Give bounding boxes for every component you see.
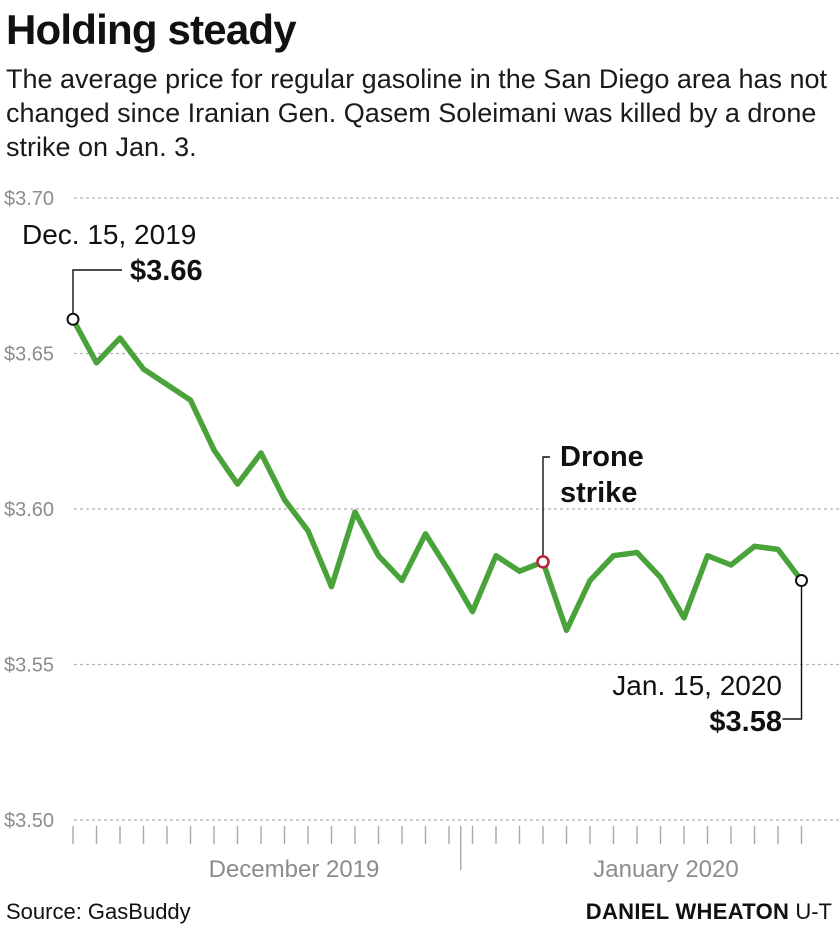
- price-line: [70, 316, 805, 634]
- annotation-start-date: Dec. 15, 2019: [22, 219, 196, 250]
- annotation-drone-line2: strike: [560, 477, 637, 509]
- annotation-start-value: $3.66: [130, 255, 203, 287]
- chart-subtitle: The average price for regular gasoline i…: [6, 64, 828, 162]
- source-note: Source: GasBuddy: [6, 899, 191, 924]
- leader-start: [72, 269, 122, 320]
- gridlines: [74, 197, 840, 821]
- outlet-name: U-T: [795, 899, 832, 924]
- byline: DANIEL WHEATON U-T: [586, 899, 832, 925]
- annotation-drone-line1: Drone: [560, 441, 644, 473]
- credit-name: DANIEL WHEATON: [585, 899, 790, 924]
- end-point-marker: [795, 574, 808, 588]
- start-point-marker: [66, 312, 80, 326]
- y-tick-label: $3.60: [4, 499, 54, 521]
- y-tick-label: $3.55: [4, 655, 54, 677]
- x-group-label-january: January 2020: [593, 856, 738, 883]
- y-tick-label: $3.50: [4, 810, 54, 832]
- y-axis-tick-labels: $3.50 $3.55 $3.60 $3.65 $3.70: [4, 188, 54, 832]
- leader-drone: [542, 456, 550, 562]
- y-tick-label: $3.70: [4, 188, 54, 210]
- x-group-label-december: December 2019: [209, 856, 380, 883]
- leader-end: [782, 580, 803, 720]
- y-tick-label: $3.65: [4, 344, 54, 366]
- chart-title: Holding steady: [6, 6, 297, 53]
- series-marks: [66, 269, 808, 720]
- annotation-end-value: $3.58: [709, 706, 782, 738]
- drone-strike-marker: [536, 555, 550, 569]
- annotation-end-date: Jan. 15, 2020: [612, 670, 782, 701]
- x-axis: [72, 826, 803, 870]
